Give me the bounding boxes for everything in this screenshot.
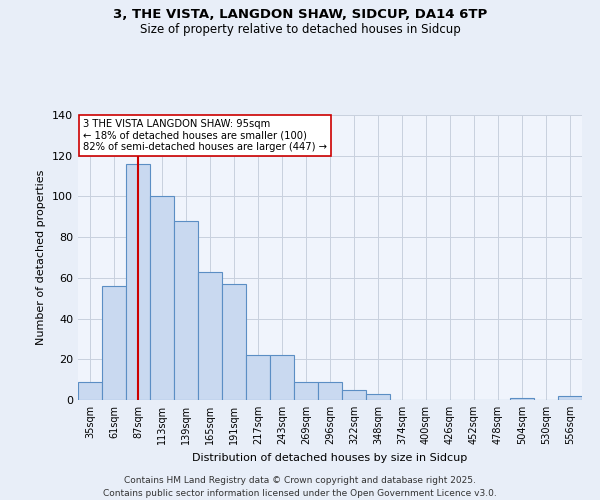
Bar xyxy=(270,355,294,400)
Bar xyxy=(78,382,102,400)
Bar xyxy=(198,272,222,400)
Bar xyxy=(174,221,198,400)
Bar xyxy=(342,390,366,400)
Bar xyxy=(318,382,342,400)
Bar xyxy=(246,355,270,400)
Text: Contains HM Land Registry data © Crown copyright and database right 2025.
Contai: Contains HM Land Registry data © Crown c… xyxy=(103,476,497,498)
Text: 3 THE VISTA LANGDON SHAW: 95sqm
← 18% of detached houses are smaller (100)
82% o: 3 THE VISTA LANGDON SHAW: 95sqm ← 18% of… xyxy=(83,120,327,152)
Text: 3, THE VISTA, LANGDON SHAW, SIDCUP, DA14 6TP: 3, THE VISTA, LANGDON SHAW, SIDCUP, DA14… xyxy=(113,8,487,20)
Bar xyxy=(102,286,126,400)
X-axis label: Distribution of detached houses by size in Sidcup: Distribution of detached houses by size … xyxy=(193,452,467,462)
Bar xyxy=(294,382,318,400)
Bar xyxy=(366,394,390,400)
Bar xyxy=(126,164,150,400)
Text: Size of property relative to detached houses in Sidcup: Size of property relative to detached ho… xyxy=(140,22,460,36)
Bar xyxy=(222,284,246,400)
Bar xyxy=(510,398,534,400)
Bar xyxy=(150,196,174,400)
Bar xyxy=(558,396,582,400)
Y-axis label: Number of detached properties: Number of detached properties xyxy=(37,170,46,345)
